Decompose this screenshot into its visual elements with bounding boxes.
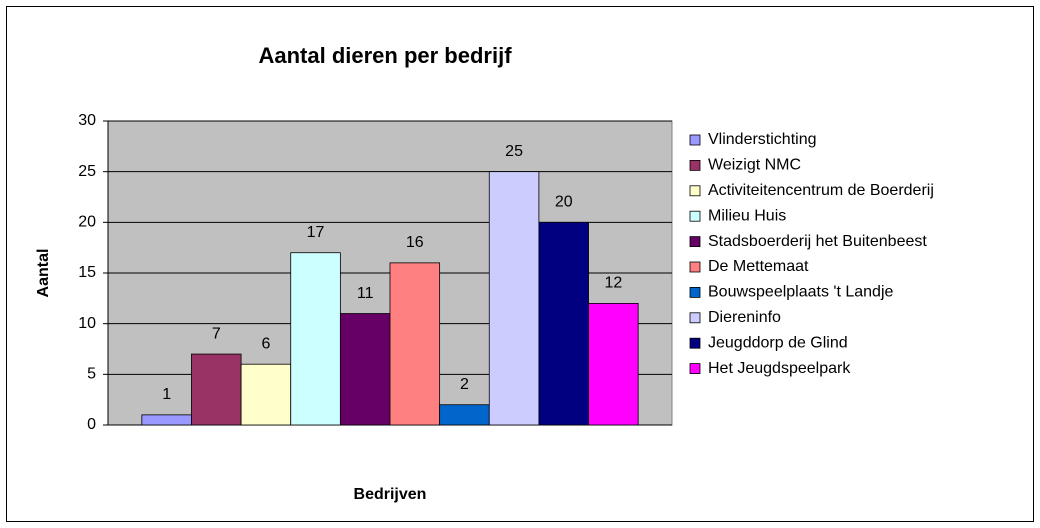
bar [290, 252, 341, 426]
legend-label: Stadsboerderij het Buitenbeest [708, 233, 927, 250]
bar [240, 363, 292, 426]
data-label: 7 [212, 325, 221, 342]
legend-swatch [689, 159, 701, 171]
legend-label: De Mettemaat [708, 258, 809, 275]
data-label: 12 [604, 275, 622, 292]
legend-label: Diereninfo [708, 309, 781, 326]
legend-label: Het Jeugdspeelpark [708, 360, 851, 377]
legend-swatch [689, 134, 701, 146]
legend-swatch [689, 337, 701, 349]
bar [389, 262, 441, 426]
bar [339, 313, 391, 426]
legend-swatch [689, 236, 701, 248]
y-tick-label: 0 [87, 416, 96, 433]
legend-swatch [689, 286, 701, 298]
y-axis-label: Aantal [35, 249, 52, 298]
data-label: 1 [162, 386, 171, 403]
legend-swatch [689, 363, 701, 375]
chart-title: Aantal dieren per bedrijf [258, 43, 512, 68]
y-tick-label: 25 [78, 163, 96, 180]
data-label: 6 [261, 335, 270, 352]
data-label: 16 [406, 234, 424, 251]
legend-label: Weizigt NMC [708, 157, 801, 174]
x-axis-label: Bedrijven [354, 486, 427, 503]
legend-label: Activiteitencentrum de Boerderij [708, 182, 934, 199]
data-label: 20 [555, 194, 573, 211]
legend-swatch [689, 210, 701, 222]
bar [588, 302, 639, 426]
data-label: 25 [505, 143, 523, 160]
bar [439, 404, 490, 426]
bar [488, 171, 540, 426]
legend-swatch [689, 185, 701, 197]
bar [538, 221, 589, 426]
bar [191, 353, 242, 426]
legend-label: Jeugddorp de Glind [708, 334, 848, 351]
y-tick-label: 10 [78, 315, 96, 332]
y-tick-label: 5 [87, 366, 96, 383]
legend-swatch [689, 261, 701, 273]
y-tick-label: 20 [78, 214, 96, 231]
data-label: 17 [307, 224, 325, 241]
y-tick-label: 15 [78, 264, 96, 281]
legend-label: Vlinderstichting [708, 131, 817, 148]
data-label: 2 [460, 376, 469, 393]
legend-swatch [689, 312, 701, 324]
legend-label: Milieu Huis [708, 207, 786, 224]
y-tick-label: 30 [78, 112, 96, 129]
data-label: 11 [357, 285, 374, 302]
legend-label: Bouwspeelplaats 't Landje [708, 284, 894, 301]
bar [141, 414, 192, 426]
